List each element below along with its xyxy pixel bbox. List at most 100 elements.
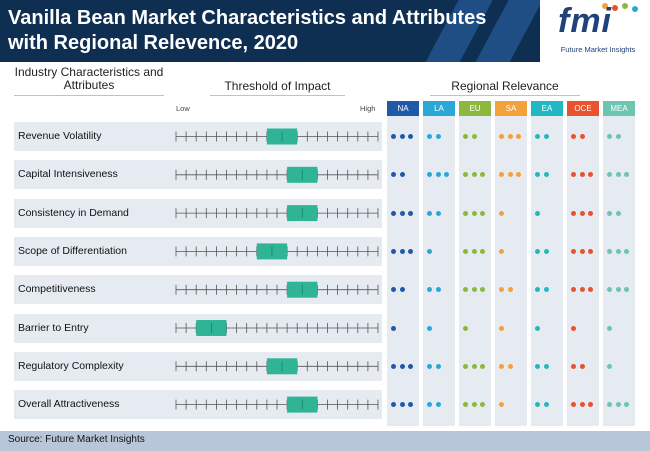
logo-dot	[602, 3, 608, 9]
relevance-dot	[615, 287, 621, 293]
relevance-dot	[571, 363, 576, 369]
relevance-dot	[427, 287, 432, 293]
relevance-dot	[579, 210, 585, 216]
attribute-label: Capital Intensiveness	[18, 168, 118, 181]
relevance-dot	[543, 248, 549, 254]
relevance-dot	[571, 402, 576, 408]
attribute-label: Consistency in Demand	[18, 206, 129, 219]
relevance-dot	[399, 287, 405, 293]
relevance-dot	[463, 210, 468, 216]
source-text: Source: Future Market Insights	[8, 434, 145, 445]
relevance-dot	[535, 287, 540, 293]
relevance-dot	[607, 172, 612, 178]
region-badge-la: LA	[423, 101, 455, 116]
relevance-dot	[471, 402, 477, 408]
relevance-dot	[579, 172, 585, 178]
relevance-dot	[624, 287, 629, 293]
relevance-dot	[435, 134, 441, 139]
relevance-dot	[427, 248, 432, 254]
region-badge-ea: EA	[531, 101, 563, 116]
relevance-dot	[624, 248, 629, 254]
attribute-label: Revenue Volatility	[18, 130, 102, 142]
relevance-dot	[399, 402, 405, 408]
relevance-dot	[463, 248, 468, 254]
fmi-logo: fmi Future Market Insights	[540, 0, 650, 62]
relevance-dot	[427, 325, 432, 331]
relevance-dot	[607, 134, 612, 139]
relevance-dot	[499, 402, 504, 408]
relevance-dot	[408, 402, 413, 408]
relevance-dot	[607, 325, 612, 331]
chart-title-line2: with Regional Relevence, 2020	[8, 32, 299, 54]
relevance-dot	[624, 172, 629, 178]
relevance-dot	[499, 248, 504, 254]
region-column	[423, 116, 455, 426]
header-underline	[14, 95, 164, 96]
relevance-dot	[480, 210, 485, 216]
relevance-dot	[579, 402, 585, 408]
relevance-dot	[471, 287, 477, 293]
chart-title-line1: Vanilla Bean Market Characteristics and …	[8, 7, 487, 29]
relevance-dot	[480, 172, 485, 178]
relevance-dot	[408, 210, 413, 216]
relevance-dot	[435, 402, 441, 408]
relevance-dot	[588, 172, 593, 178]
relevance-dot	[391, 402, 396, 408]
relevance-dot	[391, 363, 396, 369]
relevance-dot	[615, 134, 621, 139]
relevance-dot	[471, 134, 477, 139]
relevance-dot	[471, 363, 477, 369]
relevance-dot	[543, 287, 549, 293]
relevance-dot	[463, 363, 468, 369]
relevance-dot	[579, 287, 585, 293]
region-badge-oce: OCE	[567, 101, 599, 116]
relevance-dot	[571, 248, 576, 254]
relevance-dot	[463, 172, 468, 178]
relevance-dot	[463, 325, 468, 331]
relevance-dot	[571, 210, 576, 216]
logo-tagline: Future Market Insights	[560, 45, 636, 54]
relevance-dot	[507, 134, 513, 139]
regional-column-header: Regional Relevance	[451, 79, 559, 93]
relevance-dot	[588, 248, 593, 254]
source-footer: Source: Future Market Insights	[0, 431, 650, 451]
relevance-dot	[391, 172, 396, 178]
relevance-dot	[571, 287, 576, 293]
relevance-dot	[499, 210, 504, 216]
region-column	[459, 116, 491, 426]
header-underline	[210, 95, 345, 96]
attributes-column-header: Industry Characteristics and Attributes	[14, 65, 164, 92]
attribute-label: Overall Attractiveness	[18, 398, 120, 411]
relevance-dot	[507, 172, 513, 178]
relevance-dot	[579, 363, 585, 369]
region-column	[531, 116, 563, 426]
relevance-dot	[391, 210, 396, 216]
relevance-dot	[607, 287, 612, 293]
relevance-dot	[463, 402, 468, 408]
relevance-dot	[588, 210, 593, 216]
relevance-dot	[507, 363, 513, 369]
relevance-dot	[480, 402, 485, 408]
relevance-dot	[571, 172, 576, 178]
relevance-dot	[535, 248, 540, 254]
relevance-dot	[427, 134, 432, 139]
threshold-column-header: Threshold of Impact	[224, 79, 331, 93]
relevance-dot	[427, 210, 432, 216]
relevance-dot	[579, 248, 585, 254]
relevance-dot	[444, 172, 449, 178]
relevance-dot	[607, 402, 612, 408]
scale-high-label: High	[360, 104, 376, 113]
relevance-dot	[435, 363, 441, 369]
relevance-dot	[535, 325, 540, 331]
attribute-label: Competitiveness	[18, 283, 96, 296]
relevance-dot	[471, 248, 477, 254]
region-badge-eu: EU	[459, 101, 491, 116]
region-column	[603, 116, 635, 426]
attribute-label: Barrier to Entry	[18, 321, 89, 334]
relevance-dot	[463, 134, 468, 139]
relevance-dot	[408, 248, 413, 254]
relevance-dot	[579, 134, 585, 139]
logo-dot	[622, 3, 628, 9]
relevance-dot	[516, 134, 521, 139]
relevance-dot	[427, 402, 432, 408]
